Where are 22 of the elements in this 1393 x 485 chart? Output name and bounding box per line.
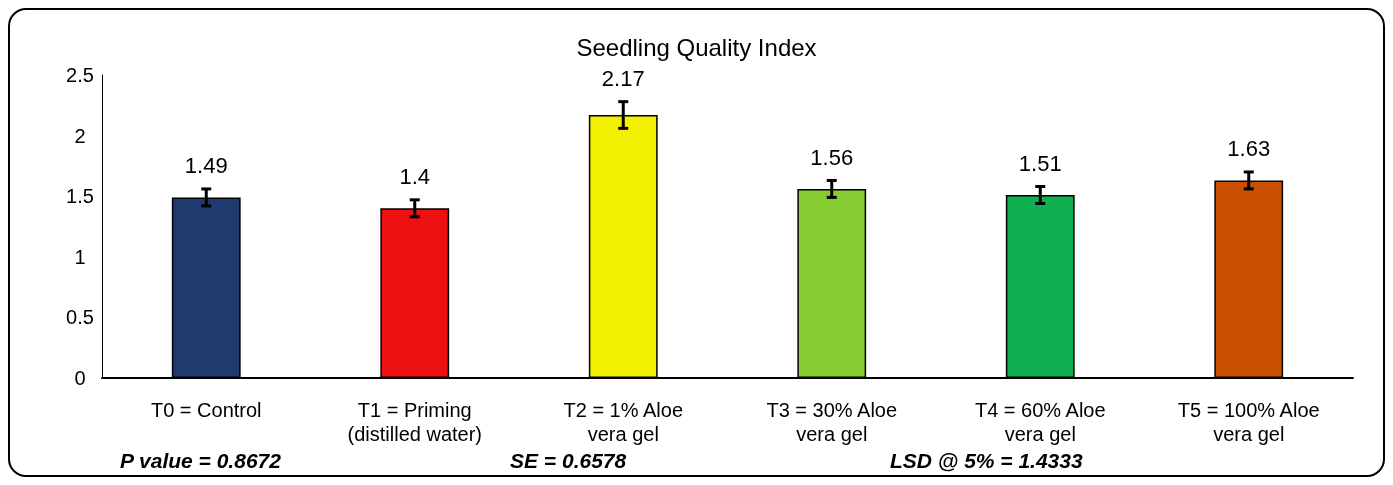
y-tick-label: 1.5 (66, 185, 94, 208)
y-tick-label: 0 (74, 367, 86, 389)
data-label: 1.4 (399, 164, 431, 190)
y-tick-label: 2.5 (66, 64, 94, 86)
y-tick-label: 0.5 (66, 306, 94, 329)
x-tick-label: T0 = Control (150, 399, 262, 421)
data-label: 1.56 (810, 144, 854, 170)
data-label: 1.63 (1227, 136, 1271, 162)
y-tick-label: 1 (74, 245, 86, 268)
text: LSD @ 5% = 1.4333 (890, 449, 1083, 472)
text: P value = 0.8672 (120, 449, 282, 472)
x-tick-label: T2 = 1% Aloe vera gel (563, 399, 684, 445)
y-tick-label: 2 (74, 124, 86, 147)
data-label: 2.17 (601, 66, 645, 92)
chart-title: Seedling Quality Index (576, 33, 817, 61)
x-tick-label: T4 = 60% Aloe vera gel (974, 399, 1106, 445)
x-tick-label: T5 = 100% Aloe vera gel (1177, 399, 1320, 445)
x-tick-label: T3 = 30% Aloe vera gel (766, 399, 898, 445)
data-label: 1.51 (1018, 151, 1062, 176)
text: SE = 0.6578 (510, 449, 627, 472)
x-tick-label: T1 = Priming (distilled water) (347, 399, 482, 445)
data-label: 1.49 (184, 153, 228, 179)
